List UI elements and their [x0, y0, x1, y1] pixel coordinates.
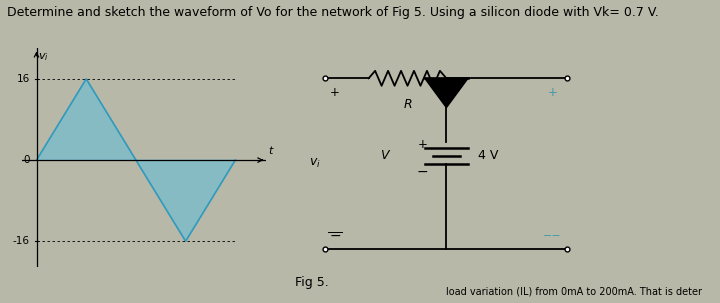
Text: −−: −− [543, 231, 562, 241]
Text: +: + [330, 86, 340, 99]
Text: +: + [547, 86, 557, 99]
Text: V: V [379, 149, 388, 162]
Text: Determine and sketch the waveform of Vo for the network of Fig 5. Using a silico: Determine and sketch the waveform of Vo … [7, 6, 659, 19]
Text: −: − [417, 165, 428, 179]
Text: $v_i$: $v_i$ [38, 51, 49, 63]
Polygon shape [425, 78, 468, 108]
Text: +: + [418, 138, 428, 151]
Text: R: R [403, 98, 412, 111]
Text: −: − [329, 228, 341, 243]
Polygon shape [37, 79, 235, 241]
Text: load variation (IL) from 0mA to 200mA. That is deter: load variation (IL) from 0mA to 200mA. T… [446, 287, 703, 297]
Text: $t$: $t$ [268, 144, 274, 156]
Text: $v_i$: $v_i$ [310, 157, 321, 170]
Text: 4 V: 4 V [477, 149, 498, 162]
Text: 0: 0 [23, 155, 30, 165]
Text: -16: -16 [13, 236, 30, 246]
Text: Fig 5.: Fig 5. [295, 276, 329, 289]
Text: 16: 16 [17, 74, 30, 84]
